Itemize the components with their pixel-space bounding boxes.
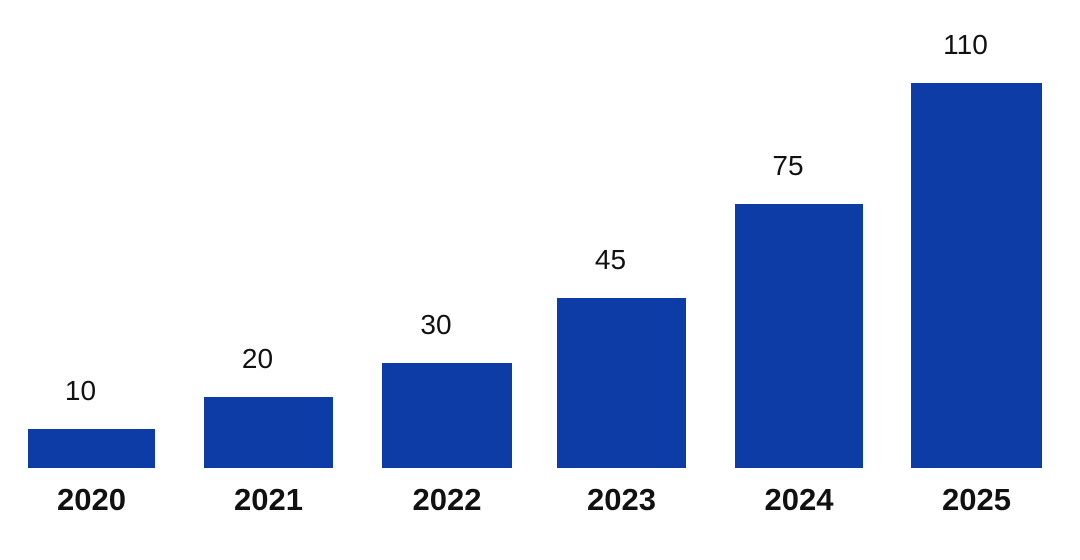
bar-group-2024: 75 2024: [735, 0, 863, 560]
bar-2025: [911, 83, 1042, 468]
bar-value-label: 30: [420, 309, 452, 340]
bar-group-2023: 45 2023: [557, 0, 686, 560]
bar-group-2020: 10 2020: [28, 0, 155, 560]
bar-2022: [382, 363, 512, 468]
bar-value-label: 75: [772, 150, 804, 181]
x-axis-tick-label: 2020: [57, 482, 126, 517]
x-axis-tick-label: 2022: [412, 482, 482, 517]
bar-2020: [28, 429, 155, 468]
x-axis-tick-label: 2021: [234, 482, 303, 517]
bar-value-label: 10: [64, 375, 97, 406]
x-axis-tick-label: 2024: [764, 482, 834, 517]
bar-2023: [557, 298, 686, 468]
bar-value-label: 45: [594, 244, 627, 275]
bar-group-2025: 110 2025: [911, 0, 1042, 560]
bar-group-2022: 30 2022: [382, 0, 512, 560]
bar-2024: [735, 204, 863, 468]
bar-group-2021: 20 2021: [204, 0, 333, 560]
bar-2021: [204, 397, 333, 468]
bar-value-label: 20: [241, 343, 274, 374]
x-axis-tick-label: 2025: [942, 482, 1011, 517]
bar-value-label: 110: [943, 29, 988, 60]
x-axis-tick-label: 2023: [587, 482, 656, 517]
